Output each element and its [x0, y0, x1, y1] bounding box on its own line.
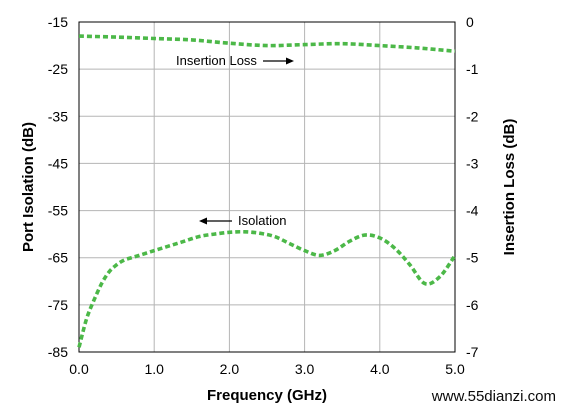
- y-left-tick-label: -75: [48, 297, 68, 313]
- y-right-tick-label: -2: [466, 108, 479, 124]
- annotation-isolation: Isolation: [199, 213, 286, 228]
- x-tick-label: 2.0: [220, 361, 240, 377]
- y-left-tick-label: -65: [48, 250, 68, 266]
- y-right-tick-label: -7: [466, 344, 479, 360]
- y-left-axis-ticks: -15 -25 -35 -45 -55 -65 -75 -85: [48, 14, 68, 360]
- x-axis-ticks: 0.0 1.0 2.0 3.0 4.0 5.0: [69, 361, 465, 377]
- annotation-insertion-loss-label: Insertion Loss: [176, 53, 257, 68]
- y-left-axis-title: Port Isolation (dB): [20, 122, 37, 252]
- x-tick-label: 0.0: [69, 361, 89, 377]
- x-axis-title: Frequency (GHz): [207, 387, 327, 404]
- y-right-tick-label: -1: [466, 61, 479, 77]
- arrowhead-right-icon: [286, 57, 294, 65]
- series-line-isolation: [77, 229, 457, 348]
- annotation-insertion-loss: Insertion Loss: [176, 53, 294, 68]
- y-left-tick-label: -15: [48, 14, 68, 30]
- annotation-isolation-label: Isolation: [238, 213, 286, 228]
- y-left-tick-label: -25: [48, 61, 68, 77]
- plot-frame: [78, 21, 456, 353]
- y-left-tick-label: -35: [48, 108, 68, 124]
- series-line-insertion-loss: [78, 34, 456, 53]
- y-right-tick-label: -4: [466, 203, 479, 219]
- y-right-tick-label: -3: [466, 155, 479, 171]
- x-tick-label: 5.0: [445, 361, 465, 377]
- y-left-tick-label: -55: [48, 203, 68, 219]
- y-left-tick-label: -85: [48, 344, 68, 360]
- y-right-axis-title: Insertion Loss (dB): [501, 119, 518, 256]
- watermark: www.55dianzi.com: [431, 388, 556, 405]
- y-right-tick-label: 0: [466, 14, 474, 30]
- y-left-tick-label: -45: [48, 155, 68, 171]
- arrowhead-left-icon: [199, 217, 207, 225]
- grid: [79, 22, 455, 352]
- series-group: [77, 34, 457, 348]
- y-right-axis-ticks: 0 -1 -2 -3 -4 -5 -6 -7: [466, 14, 479, 360]
- x-tick-label: 1.0: [144, 361, 164, 377]
- x-tick-label: 4.0: [370, 361, 390, 377]
- y-right-tick-label: -5: [466, 250, 479, 266]
- x-tick-label: 3.0: [295, 361, 315, 377]
- y-right-tick-label: -6: [466, 297, 479, 313]
